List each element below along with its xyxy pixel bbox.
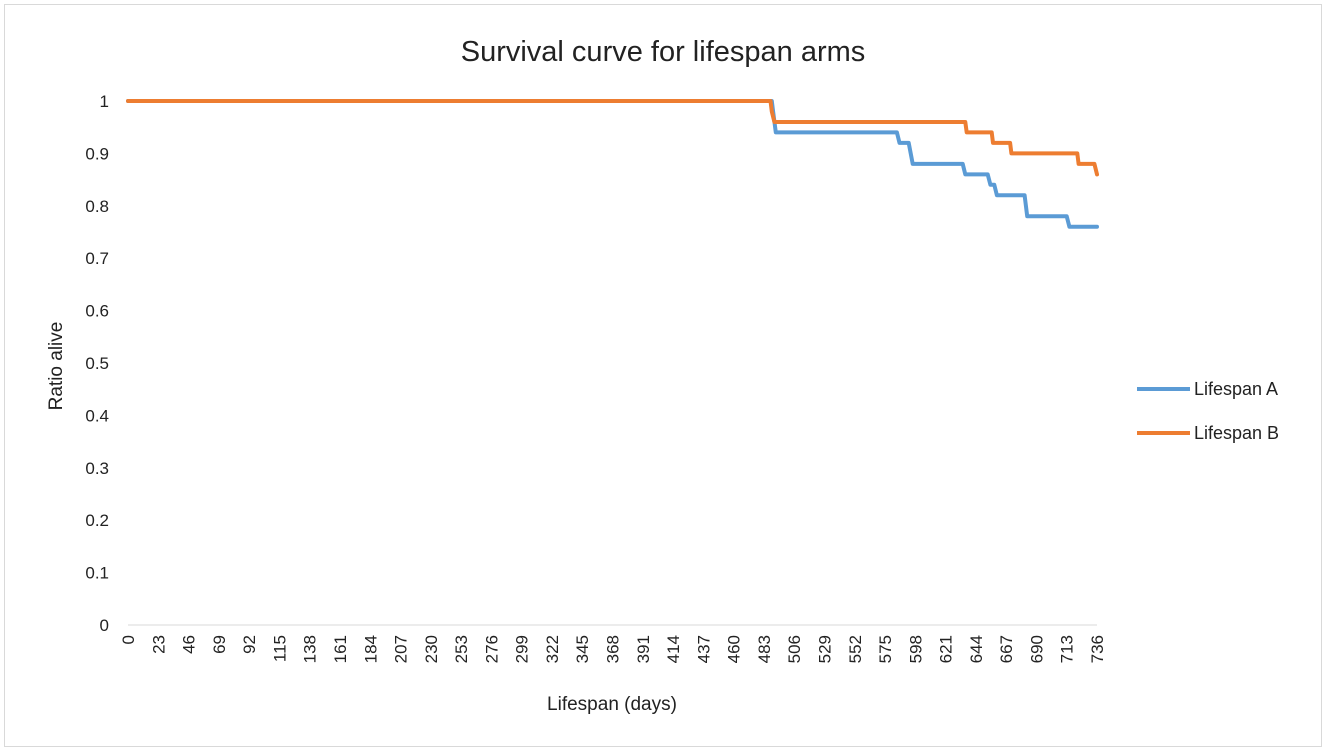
y-tick-label: 0.7: [85, 249, 109, 268]
x-tick-label: 23: [149, 635, 168, 654]
x-tick-label: 713: [1058, 635, 1077, 663]
y-tick-label: 0.3: [85, 459, 109, 478]
y-tick-labels: 0 0.1 0.2 0.3 0.4 0.5 0.6 0.7 0.8 0.9 1: [85, 92, 109, 635]
x-tick-label: 138: [301, 635, 320, 663]
x-tick-label: 276: [482, 635, 501, 663]
series-line-b: [126, 99, 1099, 177]
x-tick-label: 161: [331, 635, 350, 663]
x-tick-labels: 0 23 46 69 92 115 138 161 184 207 230 253 276 299 322 3…: [119, 635, 1107, 663]
y-tick-label: 0.9: [85, 144, 109, 163]
x-axis-label: Lifespan (days): [547, 694, 677, 715]
x-tick-label: 322: [543, 635, 562, 663]
x-tick-label: 644: [967, 635, 986, 663]
legend-label: Lifespan A: [1194, 379, 1278, 399]
y-axis-label: Ratio alive: [46, 322, 67, 411]
x-tick-label: 598: [906, 635, 925, 663]
x-tick-label: 414: [664, 635, 683, 663]
x-tick-label: 207: [392, 635, 411, 663]
x-tick-label: 667: [997, 635, 1016, 663]
x-tick-label: 299: [513, 635, 532, 663]
y-tick-label: 1: [100, 92, 109, 111]
x-tick-label: 483: [755, 635, 774, 663]
chart-svg: Survival curve for lifespan arms Ratio a…: [46, 36, 1279, 715]
x-tick-label: 506: [785, 635, 804, 663]
x-tick-label: 115: [270, 635, 289, 662]
series-lines: [126, 99, 1099, 229]
x-tick-label: 575: [876, 635, 895, 663]
x-tick-label: 69: [210, 635, 229, 654]
y-tick-label: 0.6: [85, 302, 109, 321]
x-tick-label: 736: [1088, 635, 1107, 663]
x-tick-label: 529: [815, 635, 834, 663]
y-tick-label: 0.2: [85, 511, 109, 530]
y-tick-label: 0.1: [85, 564, 109, 583]
x-tick-label: 437: [694, 635, 713, 663]
y-tick-label: 0: [100, 616, 109, 635]
x-tick-label: 345: [573, 635, 592, 663]
x-tick-label: 184: [361, 635, 380, 663]
legend-label: Lifespan B: [1194, 423, 1279, 443]
x-tick-label: 690: [1027, 635, 1046, 663]
x-tick-label: 253: [452, 635, 471, 663]
x-tick-label: 552: [846, 635, 865, 663]
series-line-a: [126, 99, 1099, 229]
chart-title: Survival curve for lifespan arms: [461, 36, 866, 68]
x-tick-label: 230: [422, 635, 441, 663]
x-tick-label: 391: [634, 635, 653, 663]
x-tick-label: 92: [240, 635, 259, 654]
legend: Lifespan A Lifespan B: [1137, 379, 1279, 443]
x-tick-label: 460: [725, 635, 744, 663]
x-tick-label: 368: [604, 635, 623, 663]
y-tick-label: 0.5: [85, 354, 109, 373]
x-tick-label: 621: [937, 635, 956, 663]
y-tick-label: 0.4: [85, 406, 109, 425]
y-tick-label: 0.8: [85, 197, 109, 216]
x-tick-label: 46: [180, 635, 199, 654]
x-tick-label: 0: [119, 635, 138, 644]
chart-frame: Survival curve for lifespan arms Ratio a…: [4, 4, 1322, 747]
